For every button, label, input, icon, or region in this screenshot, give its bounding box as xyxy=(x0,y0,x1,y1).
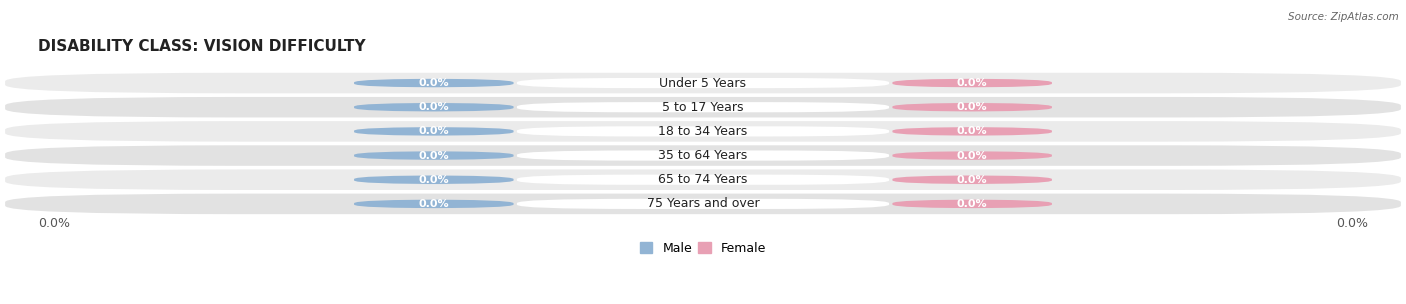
Text: 0.0%: 0.0% xyxy=(957,150,987,161)
Text: 0.0%: 0.0% xyxy=(419,199,449,209)
FancyBboxPatch shape xyxy=(354,127,513,136)
Text: 0.0%: 0.0% xyxy=(419,102,449,112)
FancyBboxPatch shape xyxy=(6,121,1400,142)
FancyBboxPatch shape xyxy=(6,145,1400,166)
FancyBboxPatch shape xyxy=(517,199,889,209)
Text: 0.0%: 0.0% xyxy=(957,102,987,112)
FancyBboxPatch shape xyxy=(893,79,1052,87)
Text: Source: ZipAtlas.com: Source: ZipAtlas.com xyxy=(1288,12,1399,22)
FancyBboxPatch shape xyxy=(517,102,889,112)
FancyBboxPatch shape xyxy=(893,175,1052,184)
FancyBboxPatch shape xyxy=(354,79,513,87)
Text: 0.0%: 0.0% xyxy=(419,175,449,185)
FancyBboxPatch shape xyxy=(354,199,513,208)
Legend: Male, Female: Male, Female xyxy=(640,242,766,255)
FancyBboxPatch shape xyxy=(517,126,889,136)
FancyBboxPatch shape xyxy=(6,73,1400,93)
FancyBboxPatch shape xyxy=(517,174,889,185)
Text: 65 to 74 Years: 65 to 74 Years xyxy=(658,173,748,186)
FancyBboxPatch shape xyxy=(893,127,1052,136)
FancyBboxPatch shape xyxy=(6,194,1400,214)
Text: 0.0%: 0.0% xyxy=(957,199,987,209)
Text: 5 to 17 Years: 5 to 17 Years xyxy=(662,101,744,114)
Text: 35 to 64 Years: 35 to 64 Years xyxy=(658,149,748,162)
FancyBboxPatch shape xyxy=(517,78,889,88)
FancyBboxPatch shape xyxy=(893,103,1052,112)
Text: 0.0%: 0.0% xyxy=(419,150,449,161)
Text: DISABILITY CLASS: VISION DIFFICULTY: DISABILITY CLASS: VISION DIFFICULTY xyxy=(38,39,366,54)
FancyBboxPatch shape xyxy=(893,151,1052,160)
Text: 0.0%: 0.0% xyxy=(1336,217,1368,230)
Text: 0.0%: 0.0% xyxy=(957,78,987,88)
Text: 18 to 34 Years: 18 to 34 Years xyxy=(658,125,748,138)
FancyBboxPatch shape xyxy=(354,103,513,112)
Text: 75 Years and over: 75 Years and over xyxy=(647,197,759,210)
FancyBboxPatch shape xyxy=(354,175,513,184)
Text: 0.0%: 0.0% xyxy=(957,126,987,136)
Text: 0.0%: 0.0% xyxy=(957,175,987,185)
Text: 0.0%: 0.0% xyxy=(419,126,449,136)
Text: 0.0%: 0.0% xyxy=(419,78,449,88)
FancyBboxPatch shape xyxy=(354,151,513,160)
FancyBboxPatch shape xyxy=(6,97,1400,117)
FancyBboxPatch shape xyxy=(893,199,1052,208)
FancyBboxPatch shape xyxy=(6,169,1400,190)
Text: 0.0%: 0.0% xyxy=(38,217,70,230)
FancyBboxPatch shape xyxy=(517,150,889,161)
Text: Under 5 Years: Under 5 Years xyxy=(659,77,747,90)
